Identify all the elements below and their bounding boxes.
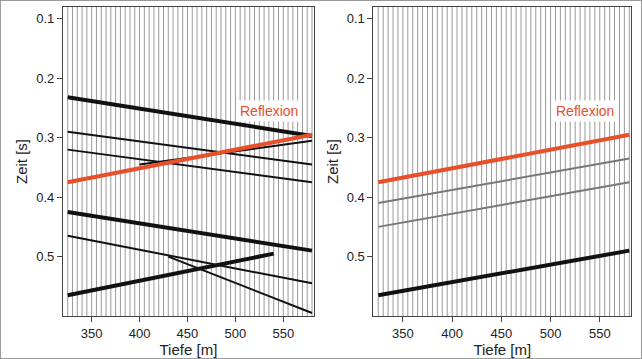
svg-text:0.5: 0.5 bbox=[36, 249, 54, 264]
svg-text:350: 350 bbox=[81, 326, 103, 341]
svg-text:0.4: 0.4 bbox=[347, 190, 365, 205]
svg-text:Tiefe [m]: Tiefe [m] bbox=[160, 341, 218, 358]
svg-text:0.2: 0.2 bbox=[347, 71, 365, 86]
svg-text:450: 450 bbox=[177, 326, 199, 341]
svg-text:350: 350 bbox=[392, 326, 414, 341]
svg-text:0.2: 0.2 bbox=[36, 71, 54, 86]
svg-text:450: 450 bbox=[490, 326, 512, 341]
svg-text:Reflexion: Reflexion bbox=[240, 103, 298, 119]
svg-text:400: 400 bbox=[129, 326, 151, 341]
svg-text:Zeit [s]: Zeit [s] bbox=[324, 139, 341, 184]
svg-text:Reflexion: Reflexion bbox=[556, 103, 614, 119]
svg-text:0.3: 0.3 bbox=[36, 130, 54, 145]
svg-text:0.1: 0.1 bbox=[347, 11, 365, 26]
svg-text:0.5: 0.5 bbox=[347, 249, 365, 264]
svg-text:Tiefe [m]: Tiefe [m] bbox=[473, 341, 531, 358]
svg-text:400: 400 bbox=[441, 326, 463, 341]
svg-text:0.4: 0.4 bbox=[36, 190, 54, 205]
svg-text:0.1: 0.1 bbox=[36, 11, 54, 26]
svg-text:Zeit [s]: Zeit [s] bbox=[13, 139, 30, 184]
svg-text:550: 550 bbox=[589, 326, 611, 341]
svg-text:500: 500 bbox=[225, 326, 247, 341]
svg-text:500: 500 bbox=[540, 326, 562, 341]
svg-text:550: 550 bbox=[272, 326, 294, 341]
svg-text:0.3: 0.3 bbox=[347, 130, 365, 145]
